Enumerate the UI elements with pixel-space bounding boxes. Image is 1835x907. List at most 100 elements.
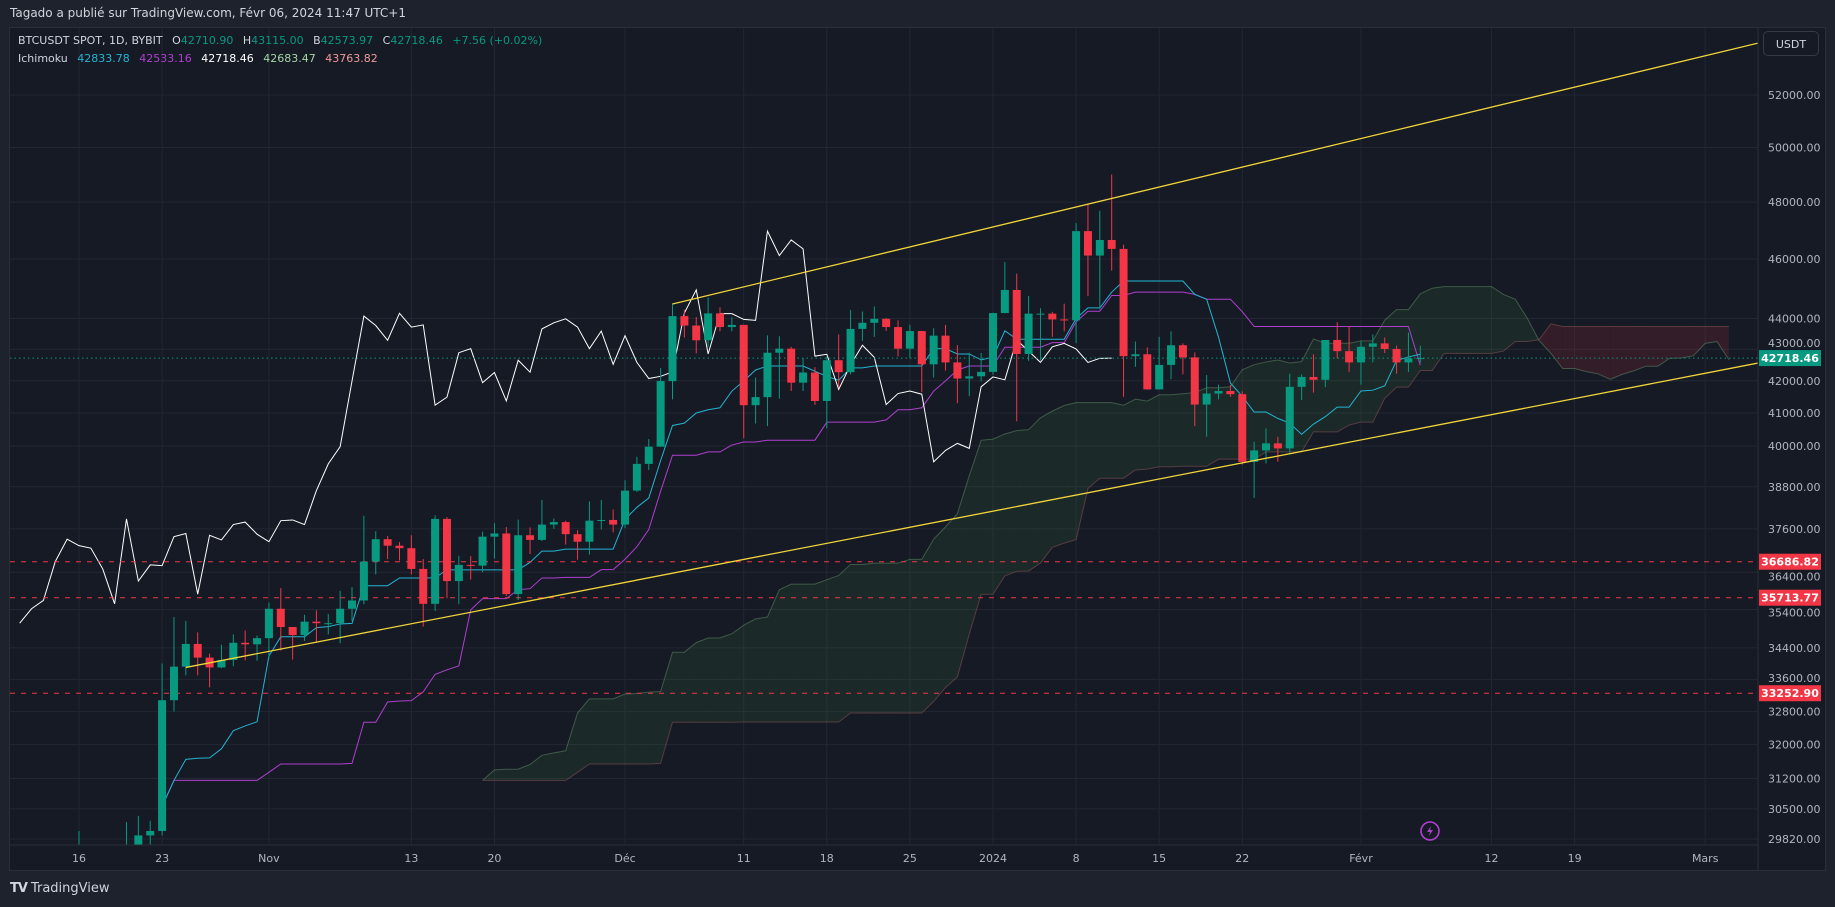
time-axis[interactable]: 16 23 Nov 13 20 Déc 11 18 25 2024 8 15 22 Févr 12 19 Mar… <box>72 852 1719 865</box>
candle <box>324 614 333 635</box>
price-marker-badge <box>1759 589 1821 606</box>
price-tick-label: 34400.00 <box>1768 642 1821 655</box>
price-tick-label: 41000.00 <box>1768 407 1821 420</box>
senkou-b-value: 43763.82 <box>325 52 378 65</box>
price-axis[interactable]: 52000.00 50000.00 48000.00 46000.00 44000.00… <box>1768 89 1821 846</box>
ichimoku-cloud-segment <box>1669 326 1682 359</box>
candle-body <box>882 318 891 328</box>
ichimoku-cloud-segment <box>1467 286 1480 354</box>
candle <box>276 588 285 651</box>
candle <box>715 307 724 332</box>
candle <box>348 587 357 621</box>
ichimoku-cloud-segment <box>1539 323 1551 354</box>
candle <box>1238 391 1247 465</box>
candle <box>882 317 891 332</box>
ichimoku-cloud-segment <box>969 440 982 635</box>
candle <box>181 620 190 676</box>
candle <box>1107 174 1116 271</box>
time-tick-label: 12 <box>1485 852 1499 865</box>
time-tick-label: 25 <box>903 852 917 865</box>
close-value: 42718.46 <box>390 34 443 47</box>
price-markers: 42718.46 36686.82 35713.77 33252.90 <box>1759 350 1821 702</box>
candle-body <box>644 446 653 464</box>
candle-body <box>656 381 665 447</box>
candle-body <box>324 623 333 625</box>
price-tick-label: 33600.00 <box>1768 672 1821 685</box>
candle-body <box>858 322 867 329</box>
ichimoku-cloud-segment <box>826 575 839 723</box>
candle-body <box>941 335 950 363</box>
tradingview-logo[interactable]: TV TradingView <box>10 881 109 896</box>
price-marker-badge <box>1759 553 1821 570</box>
candle-body <box>870 318 879 323</box>
candle <box>846 310 855 375</box>
candle <box>1416 345 1425 363</box>
currency-button[interactable]: USDT <box>1763 31 1819 56</box>
candle-body <box>1262 443 1270 451</box>
candle-body <box>336 608 345 624</box>
candle-body <box>739 324 748 406</box>
price-tick-label: 38800.00 <box>1768 481 1821 494</box>
candle <box>1226 384 1235 397</box>
ichimoku-cloud-segment <box>506 769 519 781</box>
candle <box>1072 223 1081 344</box>
candle-body <box>1297 376 1306 387</box>
candle <box>953 345 962 404</box>
time-tick-label: 20 <box>487 852 501 865</box>
ichimoku-cloud-segment <box>1182 392 1195 467</box>
candle <box>193 632 202 676</box>
candle <box>965 352 974 397</box>
time-tick-label: Déc <box>614 852 635 865</box>
candle <box>454 555 463 605</box>
candle-body <box>1012 289 1021 354</box>
ichimoku-cloud-segment <box>850 564 863 713</box>
candle <box>1012 273 1021 422</box>
candle <box>1309 354 1318 393</box>
candle <box>158 663 167 836</box>
price-tick-label: 30500.00 <box>1768 803 1821 816</box>
candle-body <box>217 659 226 668</box>
ichimoku-cloud-segment <box>1040 411 1053 564</box>
price-tick-label: 42000.00 <box>1768 375 1821 388</box>
ichimoku-cloud-segment <box>755 616 768 723</box>
ichimoku-cloud-segment <box>779 584 792 723</box>
candle-body <box>1333 339 1342 352</box>
time-tick-label: Févr <box>1349 852 1373 865</box>
indicator-label[interactable]: Ichimoku <box>18 52 68 65</box>
low-label: B <box>313 34 321 47</box>
candle-body <box>834 360 843 373</box>
candle <box>1190 352 1199 427</box>
senkou-span-a-line <box>482 286 1730 781</box>
ichimoku-cloud-segment <box>1657 326 1670 367</box>
ichimoku-cloud-segment <box>1586 326 1599 374</box>
plot-area <box>10 42 1758 845</box>
open-value: 42710.90 <box>180 34 234 47</box>
chart-panel[interactable] <box>9 27 1826 871</box>
candle <box>359 515 368 605</box>
alert-lightning-icon[interactable] <box>1420 821 1440 841</box>
ichimoku-cloud-segment <box>1396 309 1409 388</box>
candle-body <box>431 518 440 604</box>
candle <box>787 346 796 391</box>
ohlc-legend: BTCUSDT SPOT, 1D, BYBIT O42710.90 H43115… <box>18 34 548 47</box>
candle <box>727 317 736 332</box>
ichimoku-cloud-segment <box>1491 286 1504 354</box>
ichimoku-cloud-segment <box>1479 286 1492 354</box>
candle-body <box>573 534 582 542</box>
candle <box>264 602 273 659</box>
ichimoku-cloud-segment <box>1550 323 1563 369</box>
candle <box>988 312 997 375</box>
candle <box>585 501 594 555</box>
symbol-label[interactable]: BTCUSDT SPOT, 1D, BYBIT <box>18 34 163 47</box>
candle-body <box>288 627 297 636</box>
tradingview-logo-icon: TV <box>10 881 28 896</box>
price-marker-badge <box>1759 685 1821 702</box>
ichimoku-cloud-segment <box>945 513 958 688</box>
candle-body <box>1095 239 1104 256</box>
brand-name: TradingView <box>30 881 110 896</box>
ichimoku-cloud-segment <box>530 755 542 781</box>
candle <box>1368 334 1377 363</box>
candle-body <box>229 642 238 660</box>
ichimoku-cloud-segment <box>1408 293 1421 388</box>
